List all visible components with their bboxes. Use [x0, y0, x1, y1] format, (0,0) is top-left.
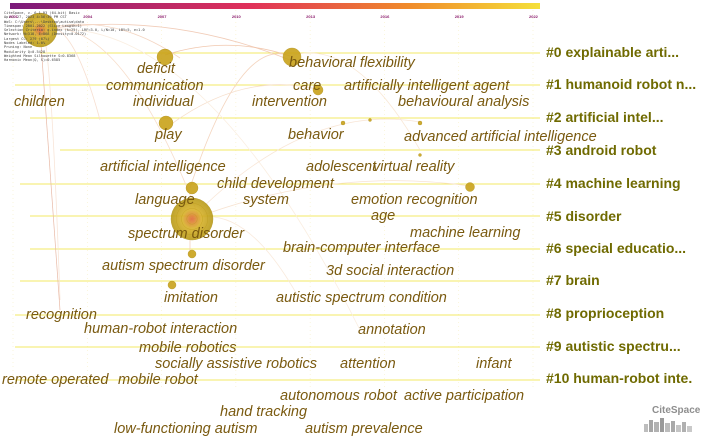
keyword-label: autism spectrum disorder: [102, 258, 265, 274]
keyword-node: [187, 249, 197, 259]
year-label: 2019: [454, 14, 464, 19]
keyword-label: virtual reality: [373, 159, 455, 175]
keyword-label: behavioural analysis: [398, 94, 530, 110]
citation-link: [189, 180, 471, 221]
year-label: 2004: [83, 14, 93, 19]
keyword-label: children: [14, 94, 65, 110]
keyword-label: machine learning: [410, 225, 521, 241]
year-color-bar: [10, 3, 540, 9]
logo-text: CiteSpace: [652, 405, 701, 416]
year-label: 2010: [231, 14, 241, 19]
keyword-node: [170, 197, 214, 241]
keyword-node: [368, 118, 372, 122]
keyword-label: advanced artificial intelligence: [404, 129, 597, 145]
year-label: 2016: [380, 14, 390, 19]
cluster-label: #6 special educatio...: [546, 240, 687, 256]
keyword-label: system: [243, 192, 289, 208]
citation-link: [189, 118, 421, 221]
keyword-node: [282, 47, 302, 67]
keyword-label: autonomous robot: [280, 388, 397, 404]
node-ring: [35, 25, 45, 35]
keyword-label: annotation: [358, 322, 426, 338]
keyword-label: brain-computer interface: [283, 240, 441, 256]
cluster-label: #2 artificial intel...: [546, 109, 664, 125]
keyword-node: [156, 48, 174, 66]
keyword-node: [158, 115, 174, 131]
keyword-label: remote operated: [2, 372, 109, 388]
keyword-node: [312, 84, 324, 96]
keyword-label: infant: [476, 356, 512, 372]
cluster-label: #4 machine learning: [546, 175, 681, 191]
cluster-label: #5 disorder: [546, 208, 622, 224]
node-ring: [186, 213, 198, 225]
keyword-label: recognition: [26, 307, 97, 323]
citation-link: [39, 23, 291, 61]
keyword-label: socially assistive robotics: [155, 356, 317, 372]
citation-link: [39, 28, 361, 331]
keyword-label: intervention: [252, 94, 327, 110]
citespace-logo: CiteSpace: [640, 405, 700, 435]
keyword-label: autistic spectrum condition: [276, 290, 447, 306]
year-label: 2007: [157, 14, 167, 19]
keyword-label: emotion recognition: [351, 192, 478, 208]
keyword-label: spectrum disorder: [128, 226, 245, 242]
cluster-label: #3 android robot: [546, 142, 657, 158]
keyword-label: communication: [106, 78, 204, 94]
citation-link: [189, 53, 291, 189]
cluster-label: #9 autistic spectru...: [546, 338, 681, 354]
network-summary: CiteSpace, v. 6.1.R3 (64-bit) Basic Apri…: [4, 11, 145, 63]
cluster-label: #8 proprioception: [546, 305, 665, 321]
logo-skyline-icon: [644, 418, 692, 432]
keyword-label: behavioral flexibility: [289, 55, 415, 71]
keyword-label: artificial intelligence: [100, 159, 226, 175]
keyword-label: age: [371, 208, 396, 224]
keyword-label: human-robot interaction: [84, 321, 238, 337]
keyword-label: individual: [133, 94, 194, 110]
citation-link: [169, 84, 321, 126]
keyword-label: artificially intelligent agent: [344, 78, 510, 94]
keyword-label: attention: [340, 356, 396, 372]
keyword-node: [22, 12, 58, 48]
keyword-label: language: [135, 192, 195, 208]
cluster-label: #1 humanoid robot n...: [546, 76, 697, 92]
keyword-label: imitation: [164, 290, 218, 306]
year-label: 2001: [9, 14, 18, 19]
cluster-label: #10 human-robot inte.: [546, 370, 693, 386]
node-ring: [181, 208, 203, 230]
keyword-label: care: [293, 78, 322, 94]
node-ring: [176, 203, 208, 235]
keyword-node: [417, 120, 423, 126]
year-label: 2013: [306, 14, 316, 19]
keyword-node: [418, 153, 422, 157]
keyword-label: low-functioning autism: [114, 421, 258, 437]
cluster-label: #0 explainable arti...: [546, 44, 680, 60]
year-label: 2022: [529, 14, 538, 19]
keyword-label: autism prevalence: [305, 421, 423, 437]
keyword-label: active participation: [404, 388, 525, 404]
node-ring: [27, 17, 53, 43]
keyword-label: behavior: [288, 127, 344, 143]
node-ring: [31, 21, 49, 39]
keyword-node: [185, 181, 199, 195]
citation-link: [164, 44, 291, 57]
keyword-label: mobile robot: [118, 372, 198, 388]
keyword-node: [465, 182, 475, 192]
keyword-node: [340, 120, 346, 126]
keyword-label: play: [155, 127, 182, 143]
keyword-label: 3d social interaction: [326, 263, 455, 279]
citation-link: [39, 29, 61, 311]
cluster-label: #7 brain: [546, 272, 600, 288]
keyword-node: [167, 280, 177, 290]
keyword-label: child development: [217, 176, 334, 192]
keyword-label: hand tracking: [220, 404, 308, 420]
keyword-label: adolescent: [306, 159, 377, 175]
keyword-label: mobile robotics: [139, 340, 237, 356]
keyword-label: deficit: [137, 61, 175, 77]
citation-link: [289, 52, 421, 151]
